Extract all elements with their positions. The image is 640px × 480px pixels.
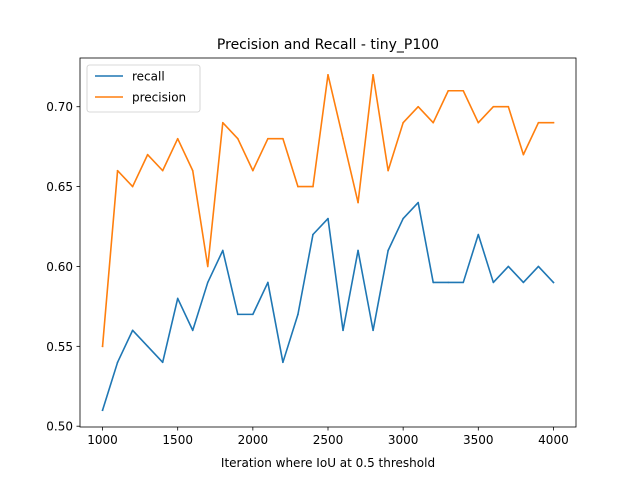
data-point-recall	[447, 281, 450, 284]
data-point-precision	[131, 185, 134, 188]
data-point-recall	[191, 329, 194, 332]
data-point-precision	[417, 105, 419, 108]
data-point-precision	[342, 137, 344, 140]
data-point-recall	[206, 281, 209, 284]
data-point-recall	[417, 201, 419, 204]
data-point-precision	[191, 169, 194, 172]
data-point-precision	[507, 105, 510, 108]
x-tick-label: 1000	[87, 433, 118, 447]
data-point-precision	[221, 121, 224, 124]
data-point-recall	[492, 281, 495, 284]
data-point-precision	[447, 89, 450, 92]
data-point-precision	[387, 169, 389, 172]
x-tick-label: 2500	[313, 433, 344, 447]
x-tick-label: 2000	[238, 433, 269, 447]
data-point-recall	[462, 281, 465, 284]
data-point-recall	[252, 313, 254, 316]
data-point-precision	[462, 89, 465, 92]
data-point-recall	[372, 329, 374, 332]
data-point-precision	[537, 121, 540, 124]
series-layer	[101, 73, 555, 412]
data-point-recall	[477, 233, 480, 236]
data-point-recall	[522, 281, 525, 284]
data-point-recall	[146, 345, 149, 348]
x-axis: 1000 1500 2000 2500 3000 3500 4000	[87, 427, 569, 447]
data-point-recall	[116, 361, 119, 364]
y-tick-label: 0.60	[46, 260, 73, 274]
data-point-precision	[116, 169, 119, 172]
data-point-precision	[146, 153, 149, 156]
x-tick-label: 4000	[538, 433, 569, 447]
data-point-recall	[402, 217, 404, 220]
legend-label-precision: precision	[132, 91, 186, 105]
data-point-precision	[282, 137, 284, 140]
legend-label-recall: recall	[132, 70, 165, 84]
data-point-precision	[252, 169, 254, 172]
data-point-precision	[552, 121, 555, 124]
x-tick-label: 3500	[463, 433, 494, 447]
data-point-precision	[477, 121, 480, 124]
data-point-recall	[237, 313, 239, 316]
legend: recall precision	[86, 64, 201, 113]
data-point-precision	[402, 121, 404, 124]
data-point-recall	[176, 297, 179, 300]
data-point-precision	[432, 121, 435, 124]
data-point-recall	[101, 409, 104, 412]
data-point-recall	[312, 233, 314, 236]
data-point-recall	[282, 361, 284, 364]
y-tick-label: 0.65	[46, 180, 73, 194]
data-point-precision	[206, 265, 209, 268]
data-point-precision	[237, 137, 239, 140]
data-point-recall	[552, 281, 555, 284]
data-point-recall	[507, 265, 510, 268]
data-point-recall	[221, 249, 224, 252]
data-point-precision	[357, 201, 359, 204]
chart-title: Precision and Recall - tiny_P100	[217, 37, 439, 53]
data-point-recall	[297, 313, 299, 316]
data-point-precision	[312, 185, 314, 188]
data-point-precision	[492, 105, 495, 108]
y-axis: 0.50 0.55 0.60 0.65 0.70	[46, 100, 80, 434]
y-tick-label: 0.70	[46, 100, 73, 114]
data-point-precision	[101, 345, 104, 348]
x-axis-label: Iteration where IoU at 0.5 threshold	[221, 456, 435, 470]
data-point-recall	[267, 281, 269, 284]
y-tick-label: 0.50	[46, 420, 73, 434]
data-point-precision	[372, 73, 374, 76]
x-tick-label: 1500	[162, 433, 193, 447]
y-tick-label: 0.55	[46, 340, 73, 354]
data-point-precision	[267, 137, 269, 140]
data-point-precision	[327, 73, 329, 76]
data-point-precision	[297, 185, 299, 188]
x-tick-label: 3000	[388, 433, 419, 447]
data-point-precision	[176, 137, 179, 140]
data-point-recall	[131, 329, 134, 332]
data-point-recall	[537, 265, 540, 268]
data-point-recall	[432, 281, 435, 284]
data-point-recall	[357, 249, 359, 252]
data-point-recall	[161, 361, 164, 364]
data-point-recall	[387, 249, 389, 252]
data-point-recall	[327, 217, 329, 220]
data-point-precision	[522, 153, 525, 156]
data-point-precision	[161, 169, 164, 172]
data-point-recall	[342, 329, 344, 332]
